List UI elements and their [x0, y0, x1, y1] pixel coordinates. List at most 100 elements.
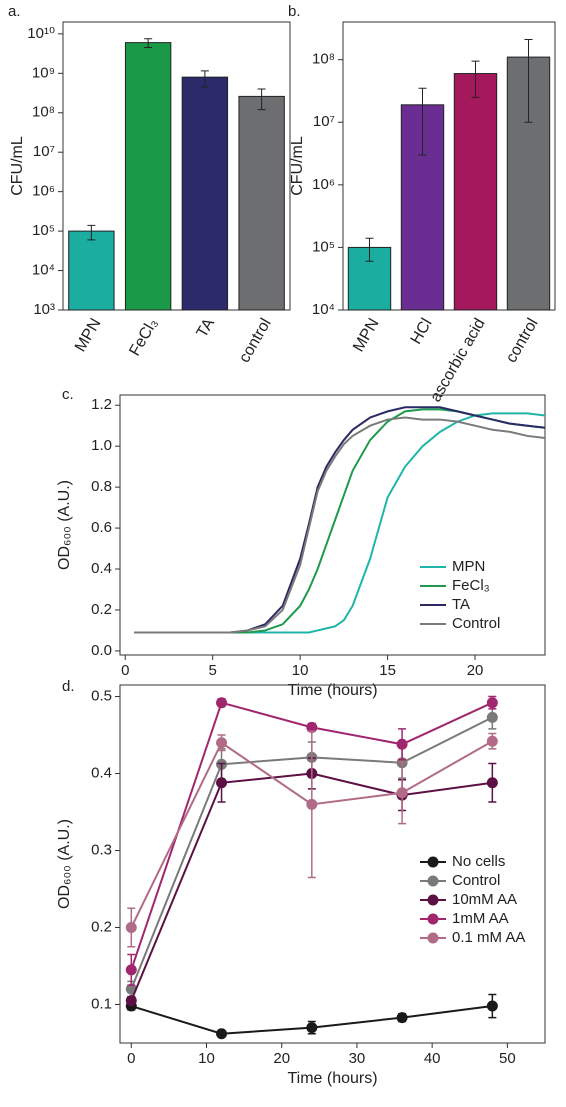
- data-point: [216, 777, 228, 789]
- bar: [181, 76, 229, 311]
- x-tick-label: TA: [194, 315, 219, 340]
- error-bar: [144, 38, 153, 49]
- series-line: [133, 416, 546, 634]
- series-line: [133, 406, 546, 634]
- data-point: [216, 737, 228, 749]
- legend-label: Control: [452, 615, 500, 632]
- y-tick-label: 0.8: [91, 478, 112, 495]
- data-point: [125, 922, 137, 934]
- plot-frame: [62, 21, 291, 311]
- x-tick-label: ascorbic acid: [427, 316, 488, 405]
- plot-frame: [342, 21, 556, 311]
- legend-marker: [427, 856, 439, 868]
- y-tick-label: 0.2: [91, 601, 112, 618]
- data-point: [486, 735, 498, 747]
- y-tick-label: 10⁹: [32, 64, 55, 81]
- panel-label: a.: [8, 3, 21, 20]
- y-tick-label: 10⁷: [33, 143, 55, 160]
- y-tick-label: 1.0: [91, 437, 112, 454]
- series-line: [133, 408, 546, 634]
- legend-label: No cells: [452, 853, 505, 870]
- x-tick-label: control: [503, 316, 542, 366]
- y-axis-label: CFU/mL: [9, 136, 26, 196]
- x-tick-label: 10: [198, 1050, 215, 1067]
- y-tick-label: 10⁴: [32, 262, 55, 279]
- x-tick-label: 10: [292, 662, 309, 679]
- x-tick-label: 0: [121, 662, 129, 679]
- y-tick-label: 0.4: [91, 765, 112, 782]
- x-tick-label: 20: [273, 1050, 290, 1067]
- y-axis-label: CFU/mL: [289, 136, 306, 196]
- y-tick-label: 0.2: [91, 918, 112, 935]
- y-tick-label: 10⁵: [312, 238, 335, 255]
- data-point: [306, 798, 318, 810]
- y-axis-label: OD₆₀₀ (A.U.): [56, 480, 73, 570]
- error-bar: [87, 224, 96, 241]
- legend-marker: [427, 932, 439, 944]
- y-tick-label: 0.3: [91, 841, 112, 858]
- legend-label: 0.1 mM AA: [452, 929, 525, 946]
- bar: [453, 73, 498, 311]
- x-tick-label: control: [236, 316, 275, 366]
- data-point: [396, 787, 408, 799]
- legend-label: Control: [452, 872, 500, 889]
- legend-marker: [427, 913, 439, 925]
- y-tick-label: 1.2: [91, 396, 112, 413]
- y-tick-label: 10⁵: [32, 222, 55, 239]
- error-bar: [200, 70, 209, 88]
- error-bar: [257, 88, 266, 111]
- y-tick-label: 10⁸: [32, 104, 55, 121]
- bar: [68, 230, 115, 311]
- data-point: [125, 964, 137, 976]
- y-axis-label: OD₆₀₀ (A.U.): [56, 819, 73, 909]
- y-tick-label: 0.1: [91, 995, 112, 1012]
- y-tick-label: 10⁸: [312, 51, 335, 68]
- x-axis-label: Time (hours): [287, 1070, 377, 1087]
- y-tick-label: 10³: [33, 301, 55, 318]
- bar: [238, 95, 285, 311]
- legend-label: TA: [452, 596, 470, 613]
- legend-label: FeCl₃: [452, 577, 490, 594]
- data-point: [396, 738, 408, 750]
- x-tick-label: FeCl₃: [126, 316, 161, 359]
- x-tick-label: 50: [499, 1050, 516, 1067]
- error-bar: [524, 39, 533, 123]
- x-axis-label: Time (hours): [287, 682, 377, 699]
- x-tick-label: HCl: [408, 316, 436, 348]
- y-tick-label: 10⁷: [313, 113, 335, 130]
- y-tick-label: 0.5: [91, 688, 112, 705]
- x-tick-label: 5: [209, 662, 217, 679]
- bar: [124, 42, 172, 311]
- y-tick-label: 0.0: [91, 642, 112, 659]
- data-point: [486, 711, 498, 723]
- legend-marker: [427, 894, 439, 906]
- data-point: [486, 1000, 498, 1012]
- panel-label: c.: [62, 386, 74, 403]
- data-point: [125, 995, 137, 1007]
- plot-frame: [119, 394, 546, 656]
- legend-marker: [427, 875, 439, 887]
- data-point: [396, 1012, 408, 1024]
- x-tick-label: 0: [127, 1050, 135, 1067]
- x-tick-label: MPN: [350, 316, 383, 355]
- y-tick-label: 10⁶: [32, 183, 55, 200]
- legend-label: MPN: [452, 558, 485, 575]
- legend-label: 10mM AA: [452, 891, 517, 908]
- y-tick-label: 10⁶: [312, 176, 335, 193]
- data-point: [216, 1028, 228, 1040]
- x-tick-label: 40: [424, 1050, 441, 1067]
- panel-label: b.: [288, 3, 301, 20]
- data-point: [216, 697, 228, 709]
- data-point: [306, 721, 318, 733]
- x-tick-label: 30: [349, 1050, 366, 1067]
- error-bar: [418, 87, 427, 156]
- data-point: [486, 777, 498, 789]
- plot-frame: [119, 684, 546, 1044]
- y-tick-label: 10⁴: [312, 301, 335, 318]
- error-bar: [365, 237, 374, 262]
- x-tick-label: 15: [379, 662, 396, 679]
- y-tick-label: 10¹⁰: [27, 25, 55, 42]
- x-tick-label: 20: [467, 662, 484, 679]
- y-tick-label: 0.6: [91, 519, 112, 536]
